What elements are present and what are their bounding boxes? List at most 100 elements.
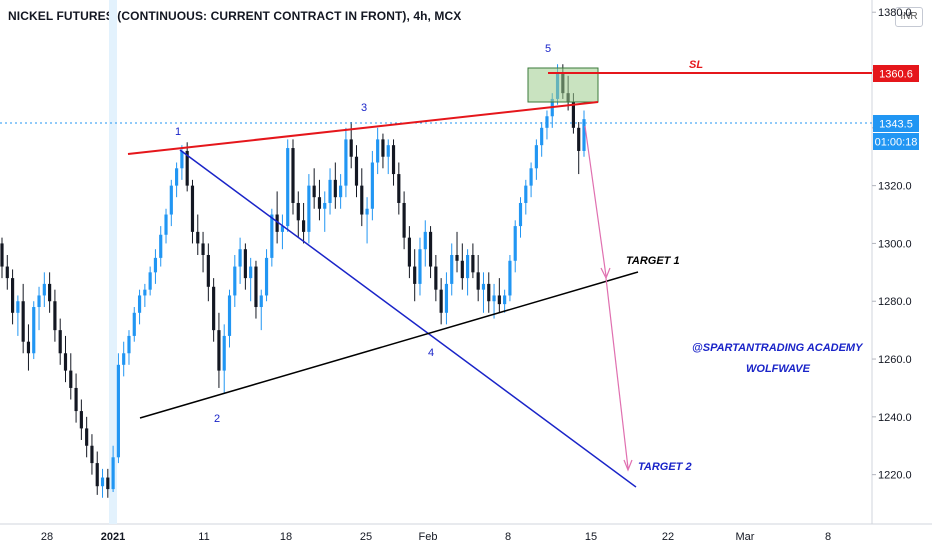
- candle: [190, 179, 195, 244]
- candle: [90, 434, 94, 475]
- candle-body: [275, 214, 279, 232]
- candle: [413, 249, 417, 302]
- candle-body: [238, 249, 242, 267]
- time-tick-label: 25: [360, 531, 372, 543]
- candle: [169, 179, 173, 227]
- candle: [460, 243, 464, 290]
- wave-label-3: 3: [361, 102, 367, 114]
- candle: [402, 191, 406, 250]
- candle: [233, 254, 237, 308]
- candle: [492, 283, 496, 319]
- candle: [85, 416, 89, 458]
- candle: [217, 312, 221, 388]
- candle-body: [63, 353, 68, 371]
- wave-label-4: 4: [428, 347, 434, 359]
- candle-body: [122, 353, 126, 365]
- candle-body: [21, 301, 25, 342]
- candle: [238, 237, 242, 284]
- candle: [116, 353, 120, 464]
- candle: [582, 110, 586, 157]
- candle: [48, 272, 52, 313]
- candle-body: [423, 231, 427, 250]
- candle: [196, 214, 200, 255]
- candle-body: [381, 139, 385, 157]
- candle-body: [370, 162, 374, 209]
- candle: [280, 214, 285, 250]
- candle: [291, 139, 295, 215]
- price-tick-label: 1280.0: [878, 296, 912, 308]
- candle-body: [312, 185, 316, 198]
- candle: [487, 272, 491, 313]
- candle: [376, 127, 380, 175]
- candle: [434, 254, 438, 302]
- candle: [148, 266, 152, 296]
- candle: [0, 237, 4, 279]
- candle-body: [518, 202, 523, 227]
- candle-body: [196, 231, 200, 244]
- support-line[interactable]: [139, 271, 639, 419]
- candle-body: [402, 202, 406, 238]
- chart-title: NICKEL FUTURES (CONTINUOUS: CURRENT CONT…: [8, 9, 462, 23]
- last-price-tag: [873, 115, 919, 132]
- candle: [344, 127, 348, 198]
- candle: [471, 243, 475, 279]
- falling-wedge-line[interactable]: [179, 149, 637, 488]
- candle: [26, 324, 31, 371]
- candle: [428, 226, 433, 279]
- candle-body: [534, 145, 538, 169]
- candle-body: [296, 202, 300, 221]
- candle: [16, 295, 20, 336]
- candle-body: [508, 260, 512, 296]
- candle: [534, 139, 538, 180]
- price-tick-label: 1240.0: [878, 412, 912, 424]
- price-tick-label: 1380.0: [878, 7, 912, 19]
- resistance-line[interactable]: [127, 101, 599, 155]
- candle-body: [444, 283, 449, 313]
- candle-body: [10, 278, 15, 313]
- candle-body: [5, 266, 9, 279]
- target2-label: TARGET 2: [638, 461, 692, 473]
- wave-label-2: 2: [214, 413, 220, 425]
- price-tick-label: 1220.0: [878, 470, 912, 482]
- candle: [164, 208, 168, 244]
- candle: [312, 168, 316, 209]
- candle-body: [492, 295, 496, 302]
- candle: [10, 269, 15, 325]
- price-tick-label: 1260.0: [878, 354, 912, 366]
- candle: [529, 162, 533, 198]
- price-tick-label: 1300.0: [878, 238, 912, 250]
- candle: [79, 399, 83, 440]
- candle-body: [360, 185, 364, 215]
- candle-body: [85, 428, 89, 446]
- candle-body: [16, 301, 20, 313]
- candle-body: [365, 208, 369, 215]
- candle-body: [111, 457, 115, 490]
- candle-body: [58, 330, 62, 354]
- candle: [42, 272, 46, 308]
- time-tick-label: 8: [505, 531, 511, 543]
- candle: [74, 373, 78, 423]
- candle: [418, 237, 422, 296]
- target1-arrow: [584, 125, 607, 277]
- candles-layer: [0, 64, 586, 498]
- time-tick-label: 15: [585, 531, 597, 543]
- currency-badge[interactable]: INR: [895, 7, 923, 27]
- candle: [201, 231, 205, 273]
- candle-body: [280, 226, 285, 232]
- candle: [518, 197, 523, 238]
- candle-body: [264, 257, 269, 296]
- candle: [175, 162, 179, 198]
- candle: [286, 139, 290, 232]
- candle: [222, 324, 226, 394]
- candle: [111, 445, 115, 492]
- candle-body: [42, 283, 46, 296]
- candle-body: [143, 289, 147, 296]
- candle: [323, 191, 327, 232]
- candle-body: [37, 295, 41, 308]
- wave-label-1: 1: [175, 126, 181, 138]
- time-axis[interactable]: 28 2021 11 18 25 Feb 8 15 22 Mar 8: [41, 531, 831, 543]
- candle: [32, 301, 36, 360]
- candle-body: [175, 168, 179, 186]
- candle: [212, 278, 216, 342]
